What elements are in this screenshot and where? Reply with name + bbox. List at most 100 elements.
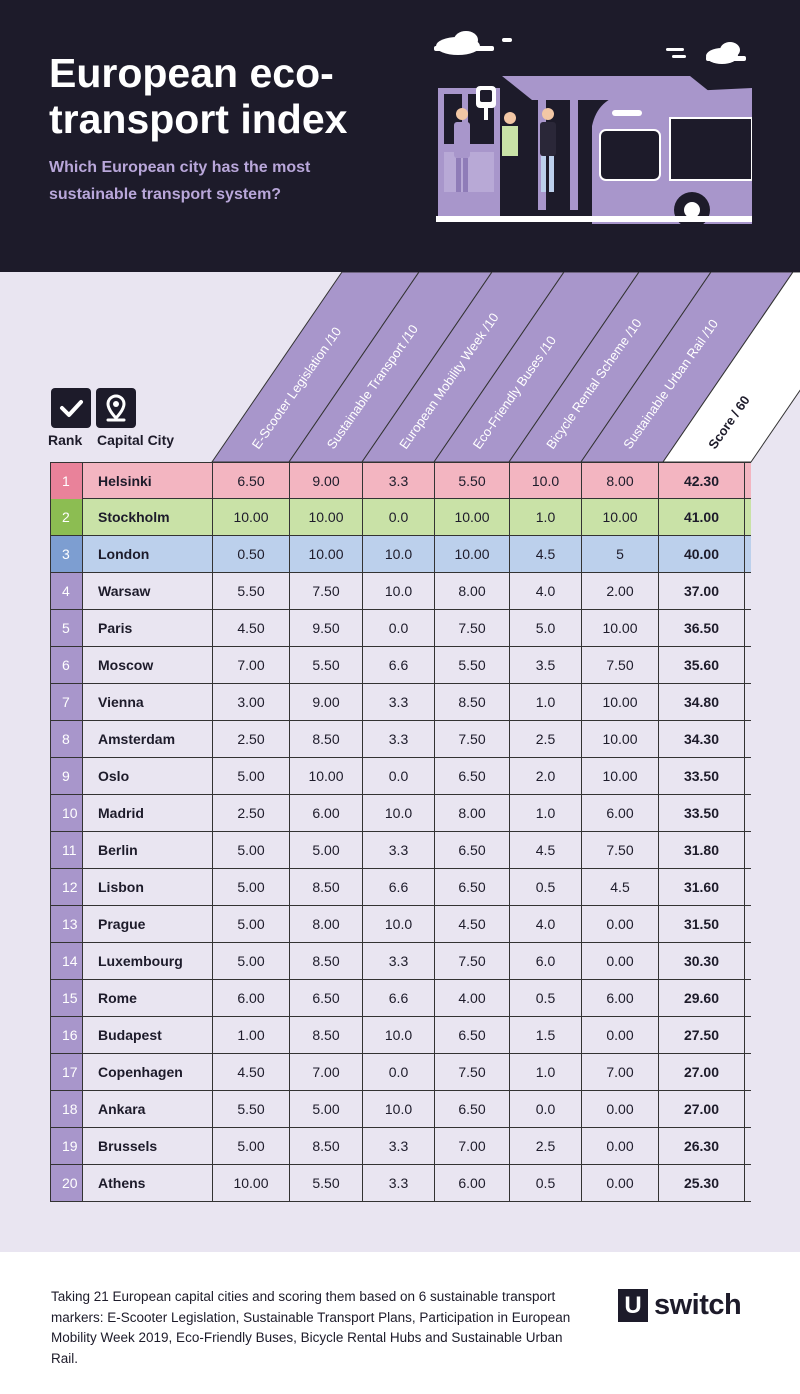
metric-cell: 2.50 xyxy=(213,721,290,757)
score-cell: 33.50 xyxy=(659,795,745,831)
metric-cell: 8.50 xyxy=(435,684,510,720)
metric-cell: 0.0 xyxy=(363,1054,435,1090)
bus-stop-illustration xyxy=(434,31,752,228)
metric-cell: 10.00 xyxy=(290,536,363,572)
score-cell: 36.50 xyxy=(659,610,745,646)
metric-cell: 3.3 xyxy=(363,1165,435,1201)
table-row: 15 Rome 6.00 6.50 6.6 4.00 0.5 6.00 29.60 xyxy=(50,980,751,1017)
score-cell: 27.00 xyxy=(659,1091,745,1127)
metric-cell: 4.0 xyxy=(510,573,582,609)
rank-cell: 18 xyxy=(51,1091,83,1127)
rank-cell: 11 xyxy=(51,832,83,868)
metric-cell: 6.50 xyxy=(435,1017,510,1053)
logo-mark: U xyxy=(618,1289,648,1322)
metric-cell: 5.50 xyxy=(213,1091,290,1127)
score-cell: 29.60 xyxy=(659,980,745,1016)
city-cell: Warsaw xyxy=(83,573,213,609)
metric-cell: 8.00 xyxy=(435,795,510,831)
rank-cell: 2 xyxy=(51,499,83,535)
rank-cell: 13 xyxy=(51,906,83,942)
cloud-icon xyxy=(666,42,746,64)
metric-cell: 4.0 xyxy=(510,906,582,942)
metric-cell: 7.50 xyxy=(582,832,659,868)
metric-cell: 10.0 xyxy=(510,463,582,499)
table-row: 9 Oslo 5.00 10.00 0.0 6.50 2.0 10.00 33.50 xyxy=(50,758,751,795)
metric-cell: 6.50 xyxy=(435,832,510,868)
table-row: 8 Amsterdam 2.50 8.50 3.3 7.50 2.5 10.00 34.30 xyxy=(50,721,751,758)
metric-cell: 6.0 xyxy=(510,943,582,979)
metric-cell: 5.00 xyxy=(290,1091,363,1127)
metric-cell: 3.5 xyxy=(510,647,582,683)
city-cell: Rome xyxy=(83,980,213,1016)
table-row: 5 Paris 4.50 9.50 0.0 7.50 5.0 10.00 36.50 xyxy=(50,610,751,647)
metric-cell: 3.3 xyxy=(363,463,435,499)
metric-cell: 3.3 xyxy=(363,721,435,757)
metric-cell: 10.0 xyxy=(363,536,435,572)
table-row: 19 Brussels 5.00 8.50 3.3 7.00 2.5 0.00 26.30 xyxy=(50,1128,751,1165)
rank-cell: 12 xyxy=(51,869,83,905)
metric-cell: 1.0 xyxy=(510,499,582,535)
rank-cell: 7 xyxy=(51,684,83,720)
logo-text: switch xyxy=(654,1289,742,1321)
metric-cell: 1.0 xyxy=(510,684,582,720)
metric-cell: 10.00 xyxy=(582,684,659,720)
page-subtitle: Which European city has the most sustain… xyxy=(49,159,311,203)
city-cell: Moscow xyxy=(83,647,213,683)
metric-cell: 10.00 xyxy=(213,1165,290,1201)
score-cell: 34.80 xyxy=(659,684,745,720)
city-cell: Copenhagen xyxy=(83,1054,213,1090)
score-cell: 27.00 xyxy=(659,1054,745,1090)
location-pin-icon xyxy=(96,388,136,428)
rank-cell: 19 xyxy=(51,1128,83,1164)
metric-cell: 10.0 xyxy=(363,795,435,831)
metric-cell: 5 xyxy=(582,536,659,572)
metric-cell: 2.50 xyxy=(213,795,290,831)
metric-cell: 10.00 xyxy=(582,758,659,794)
metric-cell: 4.50 xyxy=(213,610,290,646)
metric-cell: 5.00 xyxy=(213,1128,290,1164)
city-cell: Budapest xyxy=(83,1017,213,1053)
score-cell: 25.30 xyxy=(659,1165,745,1201)
metric-cell: 10.00 xyxy=(290,499,363,535)
score-cell: 31.80 xyxy=(659,832,745,868)
metric-cell: 10.0 xyxy=(363,573,435,609)
metric-cell: 7.50 xyxy=(290,573,363,609)
metric-cell: 7.50 xyxy=(582,647,659,683)
metric-cell: 6.00 xyxy=(582,980,659,1016)
rank-column-header: Rank xyxy=(48,432,83,448)
metric-cell: 8.50 xyxy=(290,869,363,905)
metric-cell: 6.50 xyxy=(435,758,510,794)
metric-cell: 5.0 xyxy=(510,610,582,646)
metric-cell: 8.50 xyxy=(290,943,363,979)
metric-cell: 10.0 xyxy=(363,1017,435,1053)
metric-cell: 0.0 xyxy=(363,758,435,794)
metric-cell: 3.3 xyxy=(363,943,435,979)
person-icon xyxy=(502,112,518,192)
metric-cell: 8.00 xyxy=(435,573,510,609)
rank-cell: 17 xyxy=(51,1054,83,1090)
metric-cell: 5.00 xyxy=(213,869,290,905)
city-cell: Paris xyxy=(83,610,213,646)
metric-cell: 0.00 xyxy=(582,1128,659,1164)
cloud-icon xyxy=(434,31,512,55)
metric-cell: 1.00 xyxy=(213,1017,290,1053)
metric-cell: 0.5 xyxy=(510,869,582,905)
metric-cell: 8.50 xyxy=(290,721,363,757)
city-cell: Madrid xyxy=(83,795,213,831)
rank-cell: 4 xyxy=(51,573,83,609)
city-column-header: Capital City xyxy=(97,432,175,448)
metric-cell: 3.3 xyxy=(363,684,435,720)
metric-cell: 10.00 xyxy=(290,758,363,794)
metric-cell: 0.00 xyxy=(582,943,659,979)
metric-cell: 6.00 xyxy=(435,1165,510,1201)
score-cell: 37.00 xyxy=(659,573,745,609)
metric-cell: 5.00 xyxy=(213,906,290,942)
metric-cell: 8.50 xyxy=(290,1017,363,1053)
table-row: 2 Stockholm 10.00 10.00 0.0 10.00 1.0 10.00 41.0… xyxy=(50,499,751,536)
page-title: European eco-transport index xyxy=(49,50,348,142)
city-cell: Athens xyxy=(83,1165,213,1201)
metric-cell: 3.00 xyxy=(213,684,290,720)
score-cell: 34.30 xyxy=(659,721,745,757)
metric-cell: 7.50 xyxy=(435,943,510,979)
table-area: E-Scooter Legislation /10 Sustainable Tra… xyxy=(0,272,800,1252)
